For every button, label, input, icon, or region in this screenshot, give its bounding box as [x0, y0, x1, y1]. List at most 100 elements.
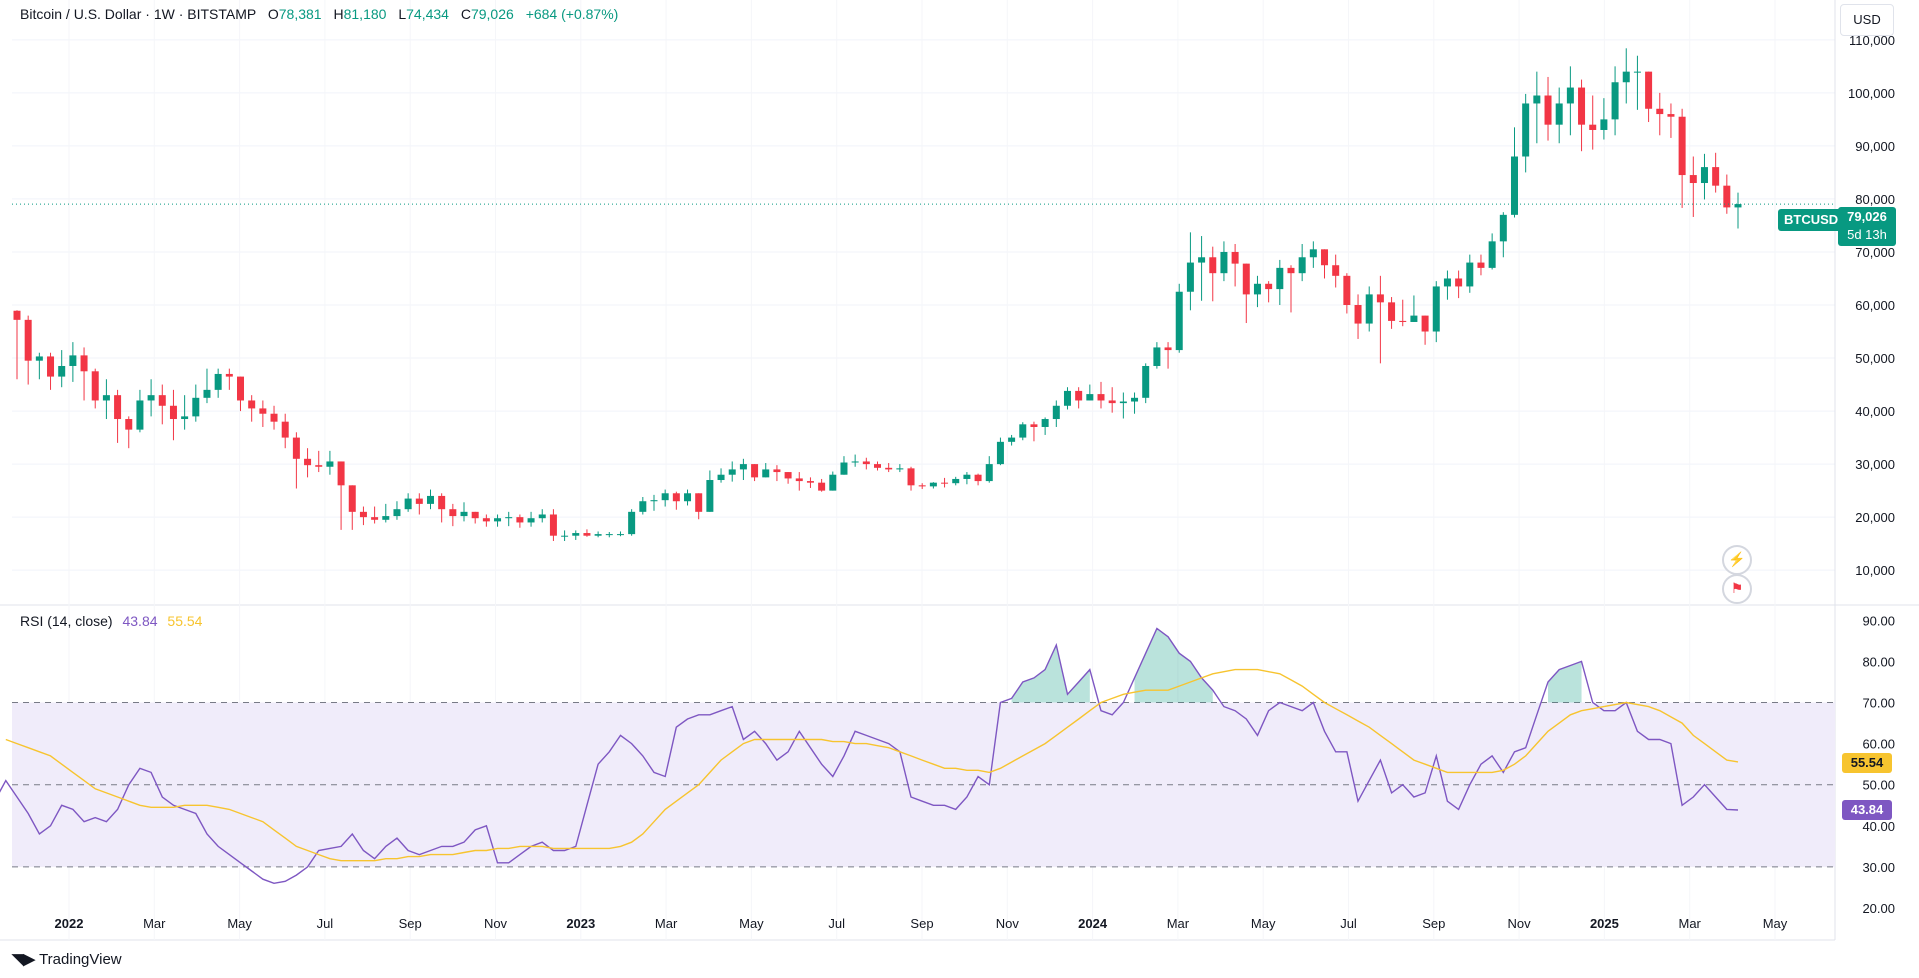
- us-flag-icon[interactable]: ⚑: [1722, 574, 1752, 604]
- time-tick-label: 2024: [1078, 916, 1108, 931]
- candle-body: [1097, 394, 1105, 401]
- lightning-icon[interactable]: ⚡: [1722, 545, 1752, 575]
- candle-body: [114, 395, 122, 420]
- tradingview-logo-icon: ◥▶: [12, 951, 36, 968]
- price-tick-label: 40,000: [1855, 404, 1895, 419]
- candle-body: [695, 493, 703, 512]
- rsi-lines: [0, 627, 1739, 885]
- candle-body: [829, 474, 837, 491]
- candle-body: [1343, 275, 1351, 305]
- candle-body: [561, 535, 569, 537]
- candle-body: [896, 468, 904, 470]
- candle-body: [1220, 251, 1228, 274]
- candle-body: [594, 534, 602, 536]
- axes: 10,000 20,000 30,000 40,000 50,000 60,000 70,0…: [55, 33, 1895, 931]
- candle-body: [1209, 257, 1217, 274]
- rsi-ma-line: [5, 668, 1739, 862]
- candle-body: [1242, 263, 1250, 295]
- candle-body: [1622, 71, 1630, 83]
- candle-body: [169, 405, 177, 420]
- candle-body: [1265, 283, 1273, 290]
- rsi-band: [12, 702, 1835, 868]
- candle-body: [1689, 175, 1697, 184]
- price-tick-label: 110,000: [1849, 33, 1895, 48]
- symbol-header: Bitcoin / U.S. Dollar · 1W · BITSTAMP O7…: [20, 6, 618, 22]
- tradingview-brand[interactable]: ◥▶ TradingView: [12, 950, 122, 968]
- rsi-tick-label: 40.00: [1862, 819, 1895, 834]
- candle-body: [382, 516, 390, 520]
- rsi-overbought-fill: [1011, 644, 1090, 703]
- candle-body: [784, 472, 792, 479]
- candle-body: [616, 534, 624, 536]
- candle-body: [1633, 71, 1641, 73]
- time-tick-label: Mar: [1679, 916, 1702, 931]
- candle-body: [1298, 257, 1306, 274]
- candle-body: [941, 482, 949, 484]
- high-value: 81,180: [343, 6, 387, 22]
- candle-body: [1108, 400, 1116, 404]
- candle-body: [1443, 278, 1451, 287]
- candle-body: [147, 395, 155, 401]
- price-tick-label: 20,000: [1855, 510, 1895, 525]
- candle-body: [13, 310, 21, 320]
- candle-body: [359, 511, 367, 518]
- currency-button[interactable]: USD: [1840, 4, 1894, 36]
- time-tick-label: Mar: [1167, 916, 1190, 931]
- rsi-ma-value: 55.54: [167, 613, 203, 629]
- rsi-title: RSI (14, close): [20, 613, 113, 629]
- candle-body: [1008, 437, 1016, 442]
- candle-body: [751, 464, 759, 478]
- candle-body: [304, 458, 312, 466]
- candle-body: [516, 517, 524, 523]
- time-tick-label: Jul: [1340, 916, 1357, 931]
- price-tick-label: 50,000: [1855, 351, 1895, 366]
- low-value: 74,434: [406, 6, 449, 22]
- candle-body: [661, 493, 669, 501]
- candle-body: [885, 467, 893, 470]
- candle-body: [192, 397, 200, 417]
- candle-body: [225, 373, 233, 377]
- price-tick-label: 70,000: [1855, 245, 1895, 260]
- candle-body: [69, 355, 77, 366]
- price-tick-label: 60,000: [1855, 298, 1895, 313]
- candle-body: [1611, 82, 1619, 120]
- candle-body: [907, 468, 915, 486]
- time-tick-label: Mar: [655, 916, 678, 931]
- candles: [12, 48, 1835, 542]
- candle-body: [762, 469, 770, 478]
- candle-body: [1399, 320, 1407, 322]
- candle-body: [1466, 262, 1474, 287]
- candle-body: [24, 319, 32, 361]
- candle-body: [371, 517, 379, 520]
- candle-body: [583, 533, 591, 536]
- candle-body: [1499, 214, 1507, 242]
- close-value: 79,026: [470, 6, 514, 22]
- time-tick-label: Mar: [143, 916, 166, 931]
- candle-body: [1734, 204, 1742, 208]
- candle-body: [248, 400, 256, 409]
- candle-body: [773, 469, 781, 473]
- candle-body: [35, 356, 43, 361]
- candle-body: [1566, 87, 1574, 104]
- price-tick-label: 80,000: [1855, 192, 1895, 207]
- candle-body: [1455, 278, 1463, 287]
- time-tick-label: 2022: [55, 916, 84, 931]
- candle-body: [1421, 315, 1429, 332]
- candle-body: [795, 478, 803, 482]
- candle-body: [482, 518, 490, 522]
- candle-body: [136, 400, 144, 430]
- close-label: C: [460, 6, 471, 22]
- candle-body: [1030, 424, 1038, 427]
- candle-body: [1153, 347, 1161, 366]
- candle-body: [840, 462, 848, 475]
- candle-body: [58, 365, 66, 377]
- candle-body: [1321, 249, 1329, 266]
- candle-body: [1175, 291, 1183, 351]
- brand-label: TradingView: [39, 951, 122, 968]
- candle-body: [1667, 114, 1675, 117]
- candle-body: [426, 495, 434, 504]
- candle-body: [1544, 95, 1552, 125]
- rsi-tick-label: 60.00: [1862, 737, 1895, 752]
